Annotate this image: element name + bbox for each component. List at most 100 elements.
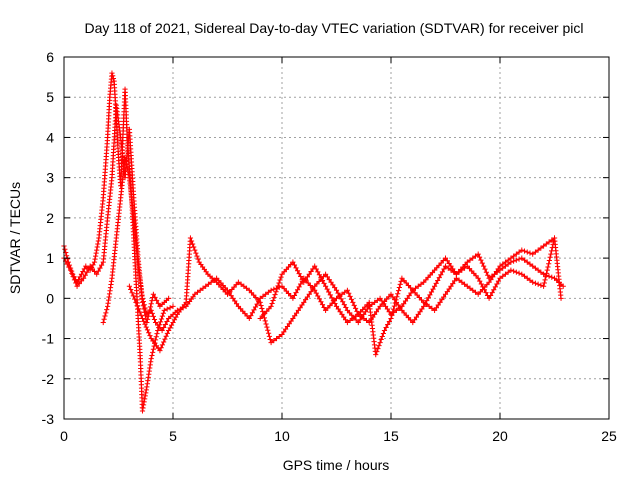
data-point <box>489 289 495 296</box>
data-point <box>519 271 525 277</box>
data-point <box>543 274 549 280</box>
data-point <box>389 312 395 318</box>
data-point <box>527 250 533 256</box>
data-point <box>62 246 68 252</box>
data-point <box>495 266 501 272</box>
data-point <box>459 267 465 273</box>
data-point <box>161 307 167 313</box>
data-point <box>423 301 430 307</box>
data-point <box>479 260 485 266</box>
data-point <box>332 285 338 291</box>
data-point <box>246 315 252 322</box>
data-point <box>404 295 410 301</box>
data-point <box>146 310 152 316</box>
data-point <box>263 291 269 297</box>
data-point <box>319 302 326 308</box>
data-point <box>306 291 312 297</box>
data-point <box>516 249 522 255</box>
x-tick-label: 10 <box>274 428 290 444</box>
data-point <box>497 275 503 281</box>
data-point <box>100 319 106 326</box>
data-point <box>335 290 341 296</box>
data-point <box>315 269 321 275</box>
data-point <box>290 259 296 265</box>
data-point <box>467 285 473 291</box>
y-tick-label: 0 <box>46 290 54 306</box>
data-point <box>104 306 110 313</box>
data-point <box>330 298 336 304</box>
data-point <box>450 266 456 272</box>
data-point <box>316 296 322 302</box>
data-point <box>326 289 332 295</box>
data-point <box>538 282 544 288</box>
data-point <box>81 275 87 281</box>
data-point <box>505 257 511 263</box>
data-point <box>251 307 257 313</box>
data-point <box>197 287 203 293</box>
data-point <box>192 247 198 253</box>
data-point <box>283 326 289 332</box>
data-point <box>548 251 554 257</box>
data-point <box>271 295 277 301</box>
data-point <box>375 306 381 312</box>
data-point <box>442 291 449 297</box>
data-point <box>140 405 146 411</box>
data-point <box>148 356 154 362</box>
data-point <box>402 298 409 304</box>
data-point <box>459 279 465 285</box>
data-point <box>268 303 274 309</box>
data-point <box>350 299 356 305</box>
data-point <box>152 319 159 326</box>
data-point <box>265 330 272 336</box>
data-point <box>170 303 176 309</box>
data-point <box>291 292 298 299</box>
y-tick-label: 3 <box>46 170 54 186</box>
data-point <box>372 299 378 305</box>
data-point <box>477 278 483 284</box>
data-point <box>277 277 283 283</box>
data-point <box>191 244 197 250</box>
data-point <box>543 270 550 276</box>
data-point <box>341 314 347 320</box>
data-point <box>163 333 169 339</box>
data-point <box>527 261 533 267</box>
data-point <box>286 321 292 327</box>
data-point <box>141 399 147 405</box>
data-point <box>155 300 161 306</box>
data-point <box>152 294 158 300</box>
data-point <box>386 318 392 325</box>
data-point <box>187 235 194 241</box>
data-point <box>73 280 79 286</box>
data-point <box>303 297 309 303</box>
data-point <box>393 297 399 303</box>
data-point <box>304 274 311 280</box>
data-point <box>284 323 291 330</box>
data-point <box>338 296 344 302</box>
data-point <box>151 316 158 323</box>
data-point <box>386 309 392 315</box>
data-point <box>294 268 301 274</box>
data-point <box>542 277 548 283</box>
data-point <box>412 285 419 291</box>
data-point <box>194 289 201 295</box>
data-point <box>461 265 468 271</box>
data-point <box>288 318 294 324</box>
data-point <box>262 318 268 324</box>
data-point <box>230 295 236 301</box>
data-point <box>147 307 153 313</box>
data-point <box>427 292 433 298</box>
data-point <box>486 295 492 301</box>
data-point <box>545 264 551 270</box>
data-point <box>396 284 402 291</box>
data-point <box>500 261 506 267</box>
data-point <box>397 281 403 288</box>
data-point <box>173 314 179 320</box>
data-point <box>193 250 199 256</box>
data-point <box>330 282 336 288</box>
data-point <box>233 301 240 307</box>
data-point <box>266 333 273 339</box>
data-point <box>146 330 152 336</box>
data-point <box>275 283 281 289</box>
data-point <box>543 241 549 247</box>
